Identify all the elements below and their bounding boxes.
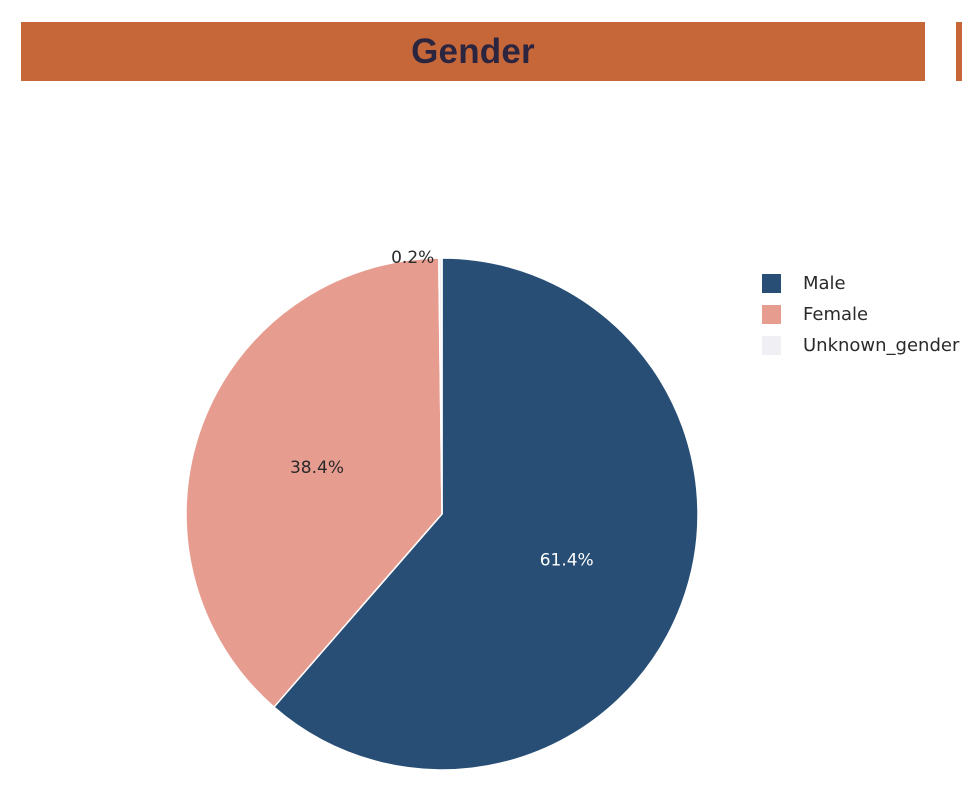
legend-swatch-male	[762, 274, 781, 293]
legend-label-male: Male	[803, 273, 846, 294]
pie-slice-male[interactable]	[272, 257, 699, 771]
legend-label-unknown-gender: Unknown_gender	[803, 335, 960, 356]
adjacent-panel-edge	[956, 22, 962, 81]
legend-item-unknown-gender[interactable]: Unknown_gender	[762, 330, 959, 361]
legend-label-female: Female	[803, 304, 869, 325]
chart-legend: Male Female Unknown_gender	[762, 268, 959, 361]
slice-label-female: 38.4%	[290, 458, 344, 478]
slice-label-unknown-gender: 0.2%	[391, 248, 434, 268]
legend-swatch-unknown-gender	[762, 336, 781, 355]
legend-item-female[interactable]: Female	[762, 299, 959, 330]
slice-label-male: 61.4%	[540, 551, 594, 571]
chart-title: Gender	[411, 31, 535, 71]
pie-slice-unknown-gender[interactable]	[438, 257, 443, 515]
legend-swatch-female	[762, 305, 781, 324]
pie-slice-female[interactable]	[185, 257, 443, 709]
chart-title-bar: Gender	[21, 22, 925, 81]
legend-item-male[interactable]: Male	[762, 268, 959, 299]
